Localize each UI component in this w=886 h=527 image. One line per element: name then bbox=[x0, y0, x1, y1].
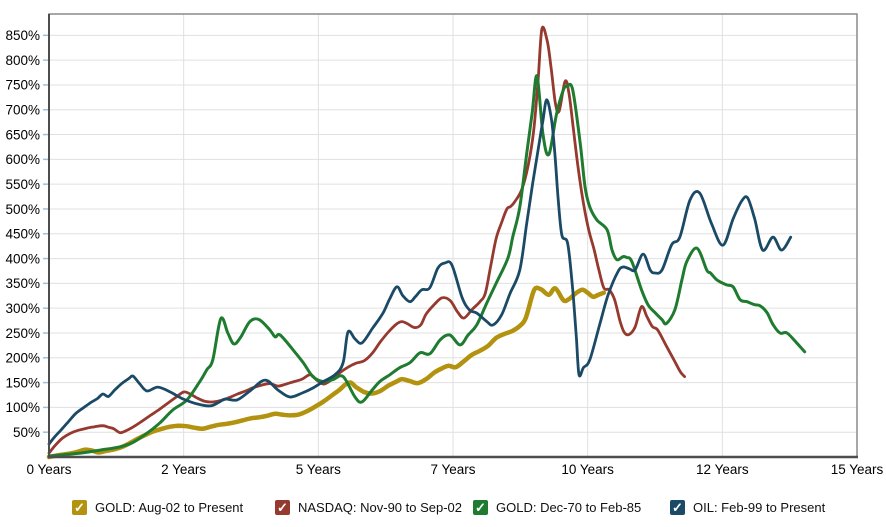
x-axis-tick-label: 12 Years bbox=[696, 462, 749, 477]
legend-label: NASDAQ: Nov-90 to Sep-02 bbox=[298, 500, 463, 515]
x-axis-tick-label: 0 Years bbox=[26, 462, 71, 477]
series-line-3 bbox=[47, 98, 793, 446]
chart-legend: ✓ GOLD: Aug-02 to Present ✓ NASDAQ: Nov-90 … bbox=[0, 499, 886, 519]
legend-checkbox-checked-icon[interactable]: ✓ bbox=[72, 500, 87, 515]
legend-checkbox-checked-icon[interactable]: ✓ bbox=[670, 500, 685, 515]
y-axis-tick-label: 650% bbox=[5, 127, 40, 142]
y-axis-tick-label: 700% bbox=[5, 103, 40, 118]
y-axis-tick-label: 100% bbox=[5, 400, 40, 415]
y-axis-tick-label: 50% bbox=[13, 425, 40, 440]
x-axis-tick-label: 2 Years bbox=[161, 462, 206, 477]
line-chart: 50% 100% 150% 200% 250% 300% 350% 400% 450% 500% 5… bbox=[5, 13, 884, 477]
legend-item-2[interactable]: ✓ GOLD: Dec-70 to Feb-85 bbox=[473, 499, 641, 516]
y-axis-tick-label: 300% bbox=[5, 301, 40, 316]
x-axis-tick-label: 7 Years bbox=[430, 462, 475, 477]
y-axis-tick-label: 850% bbox=[5, 28, 40, 43]
legend-label: GOLD: Dec-70 to Feb-85 bbox=[496, 500, 642, 515]
series-line-2 bbox=[47, 74, 807, 458]
legend-label: OIL: Feb-99 to Present bbox=[693, 500, 826, 515]
x-axis-tick-label: 10 Years bbox=[561, 462, 614, 477]
y-axis-tick-label: 800% bbox=[5, 53, 40, 68]
y-axis-tick-label: 200% bbox=[5, 351, 40, 366]
legend-checkbox-checked-icon[interactable]: ✓ bbox=[473, 500, 488, 515]
y-axis-tick-label: 250% bbox=[5, 326, 40, 341]
y-axis-tick-label: 550% bbox=[5, 177, 40, 192]
y-axis-tick-label: 350% bbox=[5, 276, 40, 291]
y-axis-tick-label: 400% bbox=[5, 251, 40, 266]
y-axis-tick-label: 500% bbox=[5, 202, 40, 217]
x-axis-tick-label: 5 Years bbox=[296, 462, 341, 477]
series-line-1 bbox=[47, 25, 686, 455]
legend-item-0[interactable]: ✓ GOLD: Aug-02 to Present bbox=[72, 499, 243, 516]
y-axis-tick-label: 600% bbox=[5, 152, 40, 167]
y-axis-tick-label: 750% bbox=[5, 78, 40, 93]
legend-item-1[interactable]: ✓ NASDAQ: Nov-90 to Sep-02 bbox=[275, 499, 462, 516]
y-axis-tick-label: 450% bbox=[5, 227, 40, 242]
x-axis-tick-label: 15 Years bbox=[831, 462, 884, 477]
legend-checkbox-checked-icon[interactable]: ✓ bbox=[275, 500, 290, 515]
y-axis-tick-label: 150% bbox=[5, 375, 40, 390]
legend-item-3[interactable]: ✓ OIL: Feb-99 to Present bbox=[670, 499, 825, 516]
legend-label: GOLD: Aug-02 to Present bbox=[95, 500, 244, 515]
